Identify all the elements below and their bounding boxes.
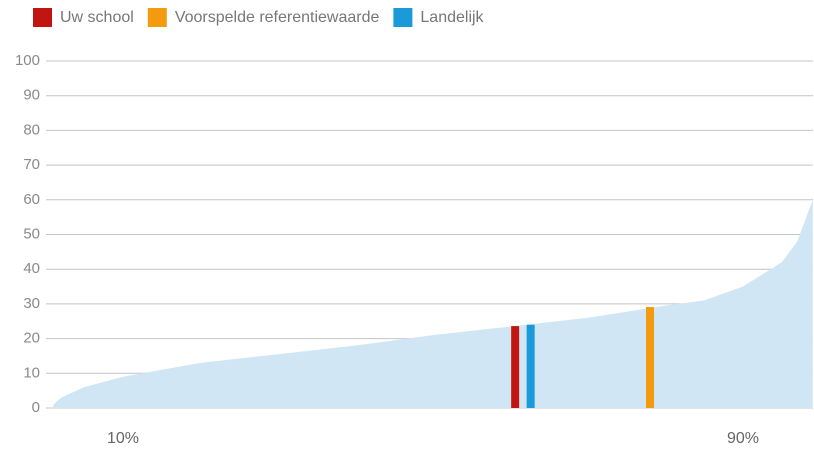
x-tick-label: 10% (107, 430, 139, 447)
y-tick-label: 60 (23, 191, 40, 208)
legend-text: Landelijk (420, 9, 484, 26)
y-tick-label: 70 (23, 156, 40, 173)
y-tick-label: 20 (23, 330, 40, 347)
legend-swatch (33, 8, 52, 27)
y-tick-label: 90 (23, 87, 40, 104)
y-tick-label: 10 (23, 364, 40, 381)
y-tick-label: 100 (15, 52, 40, 69)
y-tick-label: 80 (23, 121, 40, 138)
legend-swatch (147, 8, 167, 27)
y-tick-label: 50 (23, 225, 40, 242)
legend-text: Uw school (60, 9, 134, 26)
y-tick-label: 30 (23, 295, 40, 312)
legend-swatch (393, 8, 413, 27)
marker-bar (526, 324, 535, 408)
y-tick-label: 0 (32, 399, 40, 416)
x-tick-label: 90% (727, 430, 759, 447)
marker-bar (511, 326, 520, 408)
marker-bar (646, 307, 654, 408)
distribution-area (53, 199, 813, 408)
y-tick-label: 40 (23, 260, 40, 277)
legend-text: Voorspelde referentiewaarde (175, 9, 380, 26)
